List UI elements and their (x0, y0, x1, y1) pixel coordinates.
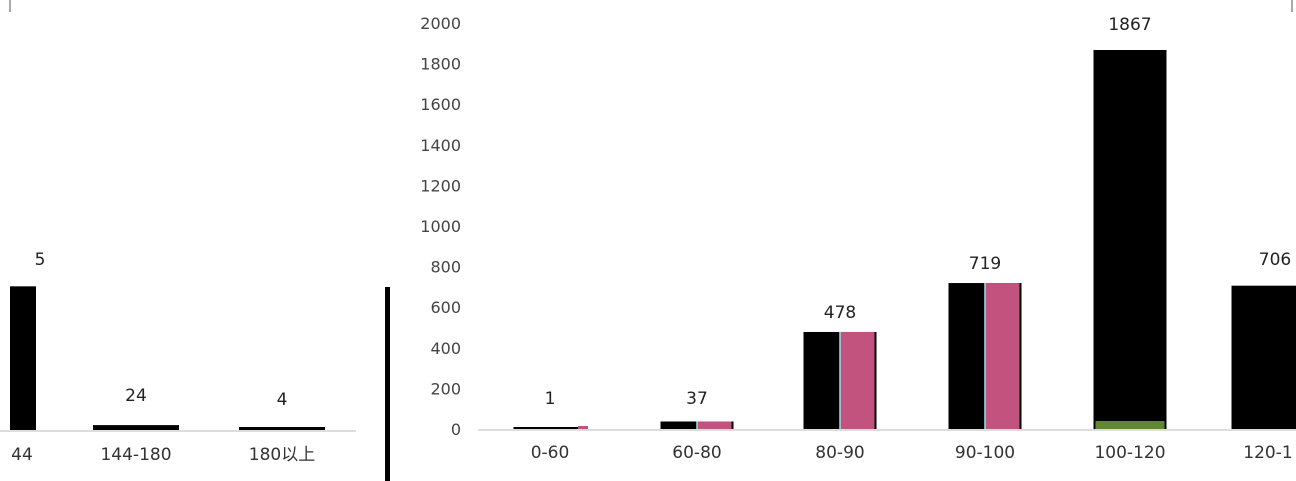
data-label: 719 (969, 254, 1001, 274)
data-label: 1 (545, 389, 556, 409)
x-tick-label: 0-60 (531, 443, 570, 463)
x-tick-label: 100-120 (1094, 443, 1165, 463)
bar-accent (1095, 421, 1165, 429)
x-tick-label: 180以上 (249, 445, 315, 465)
x-tick-label: 144-180 (100, 445, 171, 465)
data-label: 37 (686, 389, 708, 409)
y-tick-label: 0 (451, 420, 461, 439)
y-tick-label: 1800 (420, 55, 461, 74)
bar-accent (985, 283, 1020, 429)
data-label: 4 (277, 390, 288, 410)
bar (513, 427, 587, 429)
x-tick-label: 80-90 (815, 443, 864, 463)
y-tick-label: 200 (430, 379, 461, 398)
data-label: 24 (125, 386, 147, 406)
bar-accent (840, 331, 875, 429)
data-label: 478 (824, 303, 856, 323)
bar (10, 286, 36, 430)
bar (1231, 285, 1296, 429)
y-tick-label: 800 (430, 258, 461, 277)
y-tick-label: 2000 (420, 14, 461, 33)
x-tick-label: 90-100 (955, 443, 1015, 463)
x-tick-label: 120-1 (1243, 443, 1292, 463)
bar (93, 425, 179, 430)
y-tick-label: 400 (430, 339, 461, 358)
y-tick-label: 1600 (420, 95, 461, 114)
right-chart: 0 200 400 600 800 1000 1200 1400 1600 1800 2000 1 0-… (420, 0, 1296, 463)
y-tick-label: 600 (430, 298, 461, 317)
left-chart: 5 44 24 144-180 4 180以上 (0, 0, 356, 465)
bar-accent (697, 421, 732, 429)
bar-accent (578, 426, 588, 429)
x-tick-label: 44 (11, 445, 33, 465)
y-tick-label: 1000 (420, 217, 461, 236)
data-label: 706 (1259, 250, 1291, 270)
panel-divider (385, 287, 390, 481)
y-tick-label: 1200 (420, 176, 461, 195)
bar (1093, 49, 1167, 430)
data-label: 5 (35, 250, 46, 270)
x-tick-label: 60-80 (672, 443, 721, 463)
panel-divider-bar (385, 287, 390, 481)
data-label: 1867 (1108, 15, 1151, 35)
y-tick-label: 1400 (420, 136, 461, 155)
bar (239, 427, 325, 430)
